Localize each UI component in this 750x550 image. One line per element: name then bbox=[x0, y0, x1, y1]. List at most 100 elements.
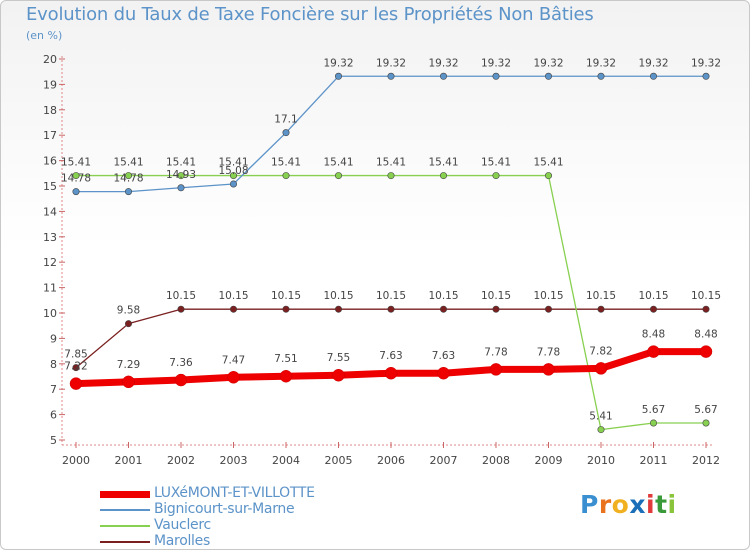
data-label: 19.32 bbox=[691, 57, 721, 69]
data-point bbox=[544, 305, 552, 313]
y-tick-label: 8 bbox=[50, 358, 57, 371]
data-label: 15.08 bbox=[218, 165, 248, 177]
data-point bbox=[72, 172, 80, 180]
data-label: 15.41 bbox=[113, 157, 143, 169]
logo-letter: t bbox=[655, 490, 668, 519]
data-point bbox=[439, 72, 447, 80]
y-tick-label: 18 bbox=[43, 104, 57, 117]
data-label: 7.29 bbox=[117, 359, 140, 371]
y-tick-label: 10 bbox=[43, 307, 57, 320]
y-tick-label: 5 bbox=[50, 434, 57, 447]
legend-label: LUXéMONT-ET-VILLOTTE bbox=[154, 485, 315, 501]
data-label: 19.32 bbox=[533, 57, 563, 69]
data-label: 19.32 bbox=[586, 57, 616, 69]
data-point bbox=[492, 172, 500, 180]
y-tick-label: 14 bbox=[43, 205, 57, 218]
x-tick-label: 2004 bbox=[272, 454, 300, 467]
data-label: 19.32 bbox=[376, 57, 406, 69]
y-tick-label: 17 bbox=[43, 129, 57, 142]
data-point bbox=[647, 345, 660, 358]
x-tick-label: 2001 bbox=[115, 454, 143, 467]
data-label: 15.41 bbox=[428, 157, 458, 169]
data-point bbox=[177, 172, 185, 180]
data-label: 7.36 bbox=[169, 357, 193, 369]
data-point bbox=[699, 345, 713, 358]
data-point bbox=[332, 368, 345, 382]
x-tick-label: 2011 bbox=[640, 454, 668, 467]
legend-swatch bbox=[100, 525, 150, 527]
data-label: 9.58 bbox=[117, 305, 140, 317]
data-label: 15.41 bbox=[323, 157, 353, 169]
legend-swatch bbox=[100, 541, 150, 543]
data-label: 10.15 bbox=[271, 290, 301, 302]
data-label: 7.63 bbox=[379, 350, 402, 362]
data-point bbox=[384, 366, 398, 380]
data-point bbox=[492, 72, 500, 80]
x-tick-label: 2010 bbox=[587, 454, 615, 467]
chart-title: Evolution du Taux de Taxe Foncière sur l… bbox=[26, 4, 594, 25]
logo-letter: x bbox=[629, 490, 646, 519]
data-point bbox=[125, 188, 133, 196]
logo-letter: r bbox=[598, 490, 612, 519]
data-point bbox=[69, 377, 83, 390]
data-point bbox=[489, 363, 503, 376]
data-label: 5.67 bbox=[694, 404, 717, 416]
data-label: 7.63 bbox=[432, 350, 455, 362]
y-tick-label: 13 bbox=[43, 231, 57, 244]
y-tick-label: 9 bbox=[50, 332, 57, 345]
data-point bbox=[125, 320, 133, 328]
y-tick-label: 15 bbox=[43, 180, 57, 193]
data-point bbox=[439, 172, 447, 180]
legend-label: Bignicourt-sur-Marne bbox=[154, 501, 295, 517]
proxiti-logo: Proxiti bbox=[580, 490, 677, 519]
data-label: 5.41 bbox=[589, 411, 612, 423]
data-point bbox=[230, 172, 238, 180]
logo-letter: i bbox=[646, 490, 656, 519]
data-point bbox=[439, 305, 447, 313]
logo-letter: i bbox=[667, 490, 677, 519]
data-label: 5.67 bbox=[642, 404, 665, 416]
data-point bbox=[227, 371, 240, 384]
data-label: 15.41 bbox=[61, 157, 91, 169]
y-tick-label: 7 bbox=[50, 383, 57, 396]
logo-letter: o bbox=[611, 490, 630, 519]
data-point bbox=[334, 72, 342, 80]
data-point bbox=[649, 72, 657, 80]
data-label: 14.78 bbox=[61, 173, 91, 185]
legend-swatch bbox=[100, 491, 150, 498]
data-point bbox=[334, 172, 342, 180]
series-bignicourt-sur-marne: 14.78 14.78 14.93 15.08 17.1 19.32 19.32 19.32 1… bbox=[61, 57, 721, 196]
data-point bbox=[387, 305, 395, 313]
data-label: 15.41 bbox=[533, 157, 563, 169]
data-label: 10.15 bbox=[376, 290, 406, 302]
data-point bbox=[387, 72, 395, 80]
data-label: 10.15 bbox=[428, 290, 458, 302]
data-label: 7.55 bbox=[327, 352, 350, 364]
series-lux-mont-et-villotte: 7.22 7.29 7.36 7.47 7.51 7.55 7.63 7.63 7.78 7.78… bbox=[64, 329, 718, 390]
data-label: 15.41 bbox=[481, 157, 511, 169]
data-point bbox=[282, 172, 290, 180]
y-tick-label: 19 bbox=[43, 78, 57, 91]
data-point bbox=[177, 184, 185, 192]
data-label: 7.82 bbox=[589, 345, 612, 357]
data-label: 19.32 bbox=[481, 57, 511, 69]
x-tick-label: 2009 bbox=[535, 454, 563, 467]
data-label: 7.78 bbox=[484, 346, 507, 358]
data-point bbox=[177, 305, 185, 313]
data-point bbox=[597, 426, 605, 434]
data-label: 14.93 bbox=[166, 169, 196, 181]
data-point bbox=[125, 172, 133, 180]
legend-label: Vauclerc bbox=[154, 517, 211, 533]
data-point bbox=[282, 305, 290, 313]
data-label: 10.15 bbox=[481, 290, 511, 302]
data-point bbox=[597, 72, 605, 80]
data-label: 7.78 bbox=[537, 346, 560, 358]
data-point bbox=[122, 375, 135, 389]
data-point bbox=[702, 72, 710, 80]
data-point bbox=[387, 172, 395, 180]
data-label: 14.78 bbox=[113, 173, 143, 185]
data-point bbox=[437, 366, 450, 380]
data-point bbox=[544, 172, 552, 180]
data-label: 15.41 bbox=[218, 157, 248, 169]
